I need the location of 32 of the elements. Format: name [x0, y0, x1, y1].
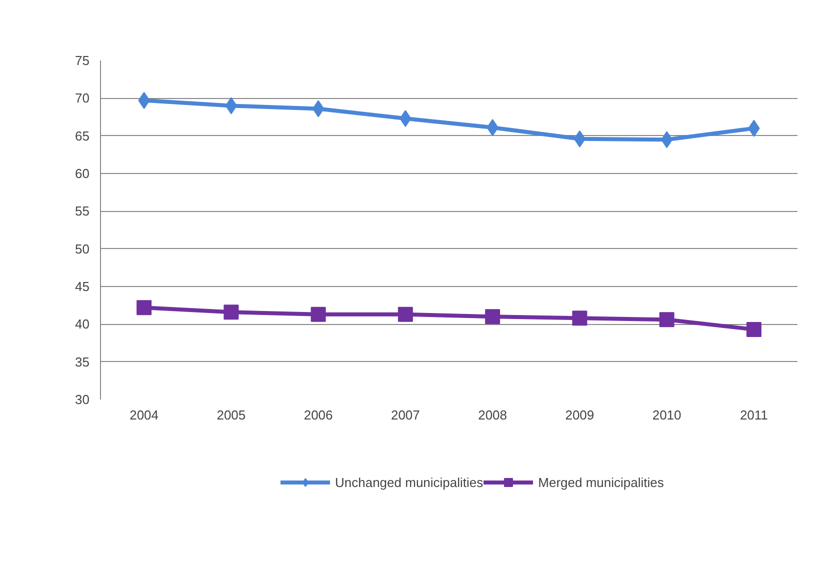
y-tick-label: 60: [75, 166, 90, 181]
y-tick-label: 30: [75, 392, 90, 407]
y-tick-label: 50: [75, 241, 90, 256]
y-tick-label: 45: [75, 279, 90, 294]
point: [224, 304, 239, 320]
x-tick-label: 2010: [652, 408, 682, 422]
x-tick-label: 2009: [565, 408, 594, 422]
legend-label: Unchanged municipalities: [335, 474, 484, 490]
y-tick-label: 55: [75, 204, 90, 219]
point: [746, 322, 762, 337]
y-tick-label: 75: [75, 53, 90, 68]
point: [660, 131, 673, 148]
x-tick-label: 2008: [478, 408, 508, 422]
x-tick-label: 2007: [390, 408, 420, 422]
y-tick-label: 40: [75, 316, 90, 332]
x-tick-label: 2006: [304, 408, 333, 422]
point: [398, 306, 413, 322]
y-tick-label: 65: [75, 128, 90, 144]
point: [312, 100, 324, 118]
y-tick-label: 35: [75, 354, 90, 370]
x-tick-label: 2011: [740, 408, 768, 422]
x-tick-label: 2004: [130, 408, 159, 422]
x-tick-label: 2005: [216, 408, 246, 422]
point: [574, 130, 586, 148]
point: [572, 310, 588, 326]
point: [659, 312, 674, 328]
point: [310, 306, 326, 322]
y-tick-label: 70: [75, 90, 90, 106]
legend-label: Merged municipalities: [538, 474, 664, 490]
point: [225, 97, 238, 114]
point: [136, 300, 152, 316]
point: [485, 309, 500, 324]
